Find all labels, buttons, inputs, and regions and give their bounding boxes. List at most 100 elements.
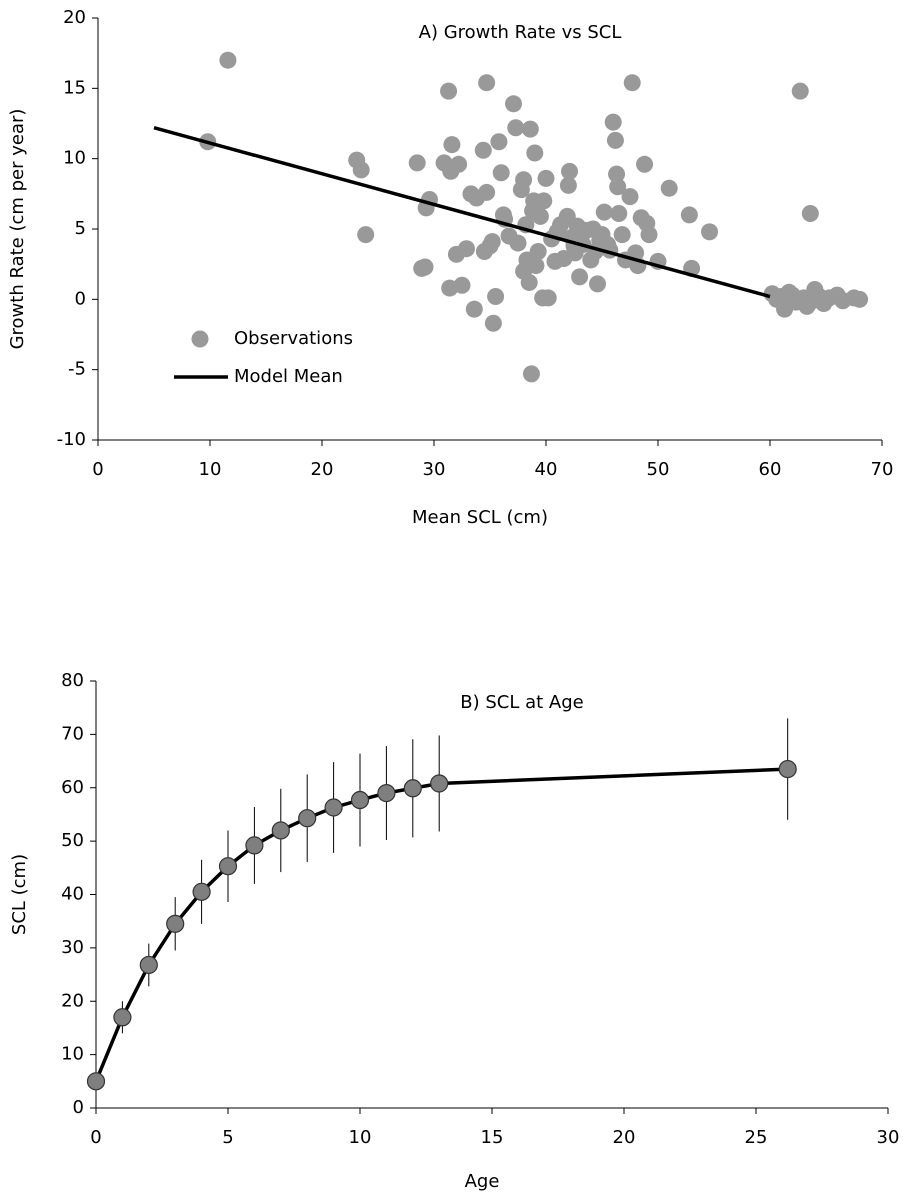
x-tick-label: 50	[647, 459, 670, 480]
y-tick-label: 40	[61, 884, 84, 905]
point	[660, 179, 678, 197]
point	[609, 178, 627, 196]
x-tick-label: 5	[222, 1127, 233, 1148]
point	[457, 240, 475, 258]
y-axis-title: SCL (cm)	[9, 854, 30, 935]
y-tick-label: 0	[73, 1097, 84, 1118]
x-axis-title: Age	[465, 1171, 500, 1192]
point	[490, 133, 508, 151]
point	[801, 205, 819, 223]
x-tick-label: 30	[423, 459, 446, 480]
y-tick-label: 0	[75, 288, 86, 309]
point	[521, 120, 539, 138]
x-tick-label: 70	[871, 459, 894, 480]
point	[450, 155, 468, 173]
point	[298, 809, 317, 828]
point	[492, 164, 510, 182]
chart-b: 0 10 20 30 40 50 60 70 80 0 5 10 15 20 25 30 B) SCL at A…	[9, 670, 899, 1192]
point	[484, 314, 502, 332]
x-tick-label: 20	[311, 459, 334, 480]
point	[608, 165, 626, 183]
point	[604, 113, 622, 131]
point	[701, 223, 719, 241]
point	[474, 141, 492, 159]
x-tick-label: 10	[199, 459, 222, 480]
point	[522, 365, 540, 383]
point	[531, 207, 549, 225]
point	[139, 955, 158, 975]
point	[640, 226, 658, 244]
point	[515, 171, 533, 189]
point	[529, 243, 547, 261]
point	[610, 205, 628, 223]
line	[153, 126, 771, 299]
point	[245, 836, 264, 855]
point	[218, 857, 238, 876]
x-tick-label: 25	[745, 1127, 768, 1148]
point	[377, 783, 396, 803]
point	[465, 300, 483, 318]
point	[561, 162, 579, 180]
point	[537, 169, 555, 187]
x-axis-title: Mean SCL (cm)	[412, 507, 548, 528]
point	[621, 188, 639, 206]
line	[94, 767, 788, 1082]
point	[483, 233, 501, 251]
legend-marker	[191, 330, 209, 348]
y-tick-label: 80	[61, 670, 84, 691]
point	[527, 257, 545, 275]
point	[778, 759, 797, 779]
point	[507, 119, 525, 137]
chart-title: A) Growth Rate vs SCL	[419, 22, 622, 43]
point	[595, 203, 613, 221]
point	[416, 258, 434, 276]
x-tick-label: 60	[759, 459, 782, 480]
point	[440, 82, 458, 100]
legend-label: Observations	[234, 328, 353, 349]
x-tick-label: 0	[90, 1127, 101, 1148]
y-tick-label: 5	[75, 218, 86, 239]
chart-title: B) SCL at Age	[460, 692, 583, 713]
x-tick-label: 20	[613, 1127, 636, 1148]
point	[478, 74, 496, 92]
point	[539, 289, 557, 307]
x-tick-label: 30	[877, 1127, 900, 1148]
point	[520, 273, 538, 291]
point	[219, 51, 237, 69]
point	[606, 131, 624, 149]
y-tick-label: 60	[61, 777, 84, 798]
y-tick-label: 50	[61, 830, 84, 851]
point	[613, 226, 631, 244]
point	[271, 821, 290, 840]
y-tick-label: 30	[61, 937, 84, 958]
legend-label: Model Mean	[234, 366, 343, 387]
y-tick-label: 20	[61, 990, 84, 1011]
point	[487, 288, 505, 306]
point	[509, 234, 527, 252]
point	[636, 155, 654, 173]
point	[192, 882, 211, 901]
x-tick-label: 40	[535, 459, 558, 480]
point	[851, 290, 869, 308]
point	[113, 1008, 132, 1027]
point	[357, 226, 375, 244]
point	[453, 276, 471, 294]
point	[352, 161, 370, 179]
y-tick-label: 70	[61, 723, 84, 744]
point	[430, 774, 449, 793]
chart-a: -10 -5 0 5 10 15 20 0 10 20 30 40 50 60 70 A) Growth Ra…	[7, 7, 893, 528]
point	[408, 154, 426, 172]
y-tick-label: 15	[63, 77, 86, 98]
point	[589, 275, 607, 293]
point	[403, 779, 422, 798]
point	[166, 914, 185, 933]
point	[505, 95, 523, 113]
point	[571, 268, 589, 286]
point	[791, 82, 809, 100]
point	[559, 176, 577, 194]
point	[526, 144, 544, 162]
x-tick-label: 15	[481, 1127, 504, 1148]
point	[86, 1072, 106, 1091]
x-tick-label: 0	[92, 459, 103, 480]
